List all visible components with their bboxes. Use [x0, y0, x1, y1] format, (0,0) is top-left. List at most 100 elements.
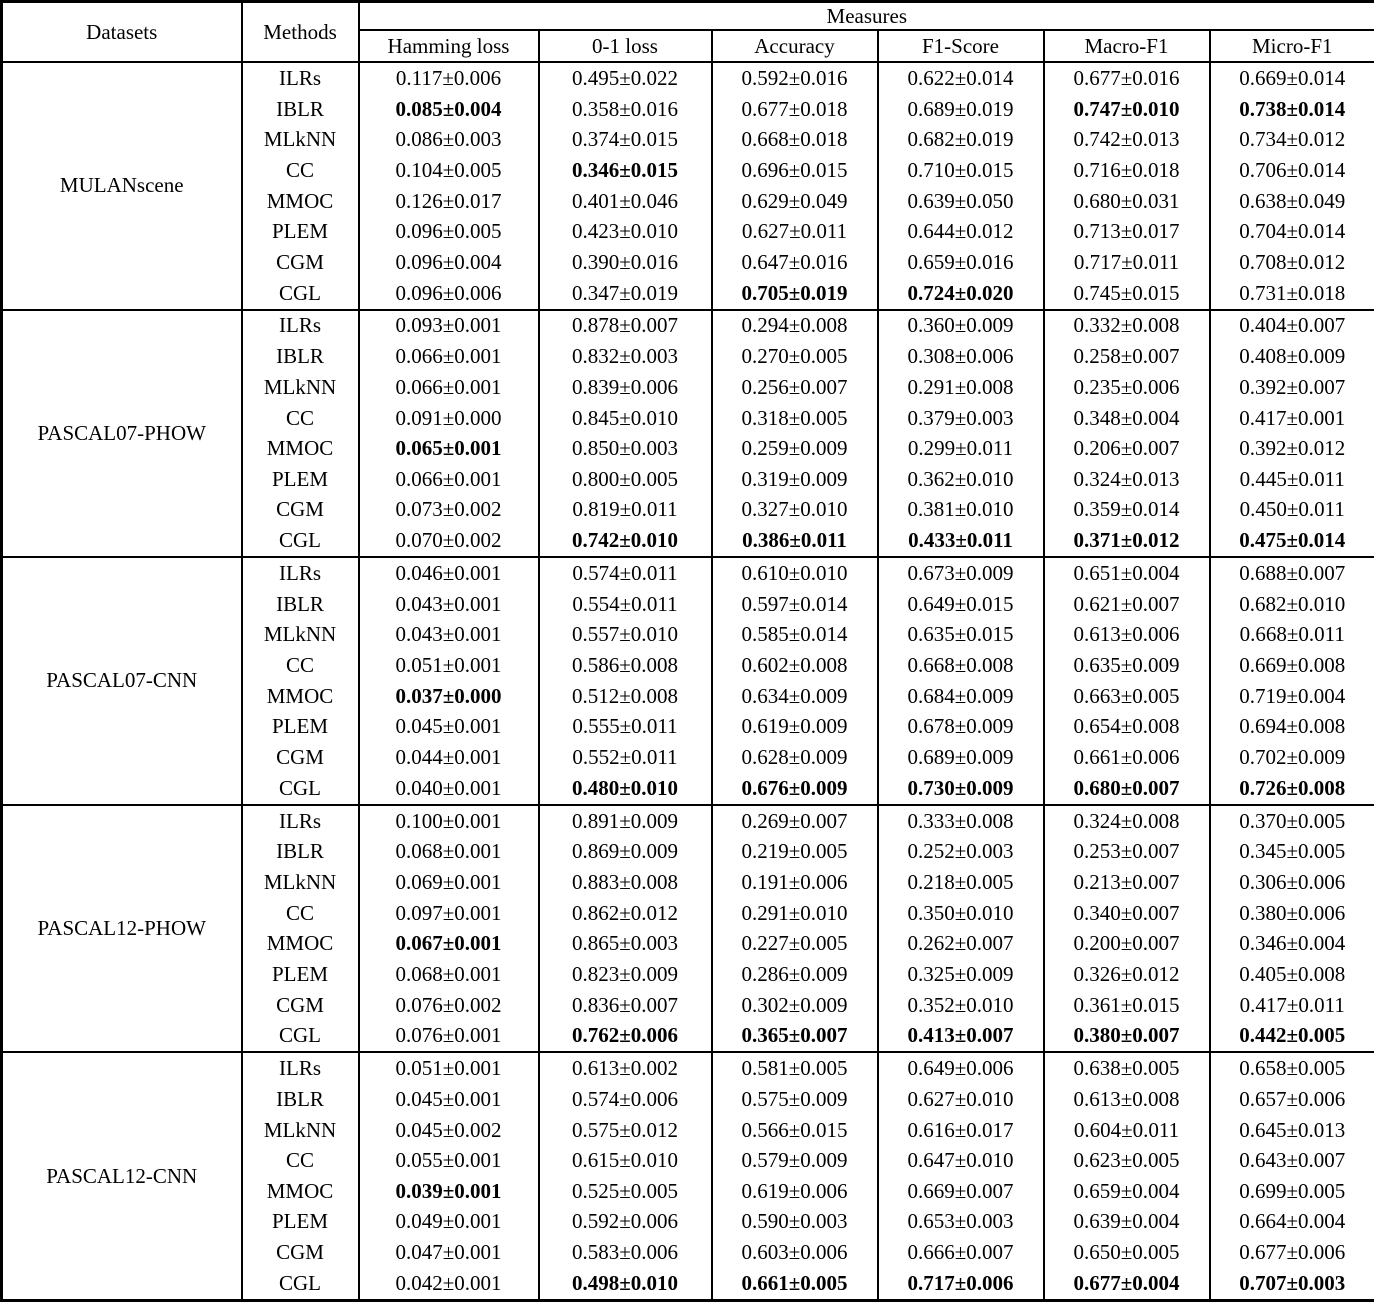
datasets-column-header: Datasets — [0, 1, 243, 63]
value-cell: 0.819±0.011 — [537, 494, 713, 526]
value-cell: 0.253±0.007 — [1042, 836, 1211, 868]
table-row: IBLR 0.043±0.001 0.554±0.011 0.597±0.014 0.6… — [2, 588, 1374, 620]
value-cell: 0.258±0.007 — [1042, 341, 1211, 373]
method-cell: CGM — [240, 1237, 360, 1268]
value-cell: 0.219±0.005 — [710, 836, 879, 868]
table-row: MMOC 0.065±0.001 0.850±0.003 0.259±0.009 0.2… — [2, 433, 1374, 464]
table-row: CC 0.055±0.001 0.615±0.010 0.579±0.009 0.647… — [2, 1145, 1374, 1177]
value-cell: 0.696±0.015 — [710, 155, 879, 186]
value-cell: 0.348±0.004 — [1042, 402, 1211, 434]
value-cell: 0.668±0.008 — [876, 650, 1045, 681]
value-cell: 0.554±0.011 — [537, 588, 713, 620]
value-cell: 0.370±0.005 — [1208, 803, 1374, 837]
value-cell: 0.252±0.003 — [876, 836, 1045, 868]
value-cell: 0.592±0.016 — [710, 61, 879, 94]
method-cell: CGL — [240, 772, 360, 805]
measure-column-header: Hamming loss — [357, 29, 540, 63]
value-cell: 0.325±0.009 — [876, 959, 1045, 990]
value-cell: 0.575±0.012 — [537, 1114, 713, 1146]
value-cell: 0.677±0.004 — [1042, 1267, 1211, 1301]
value-cell: 0.742±0.013 — [1042, 124, 1211, 156]
value-cell: 0.677±0.016 — [1042, 61, 1211, 94]
method-cell: MLkNN — [240, 867, 360, 898]
measure-column-header: 0-1 loss — [537, 29, 713, 63]
value-cell: 0.615±0.010 — [537, 1145, 713, 1177]
value-cell: 0.262±0.007 — [876, 928, 1045, 960]
table-row: PASCAL12-CNN ILRs 0.051±0.001 0.613±0.002 0.… — [0, 1051, 1374, 1301]
method-cell: ILRs — [240, 803, 360, 837]
table-row: MMOC 0.037±0.000 0.512±0.008 0.634±0.009 0.6… — [2, 680, 1374, 712]
value-cell: 0.361±0.015 — [1042, 989, 1211, 1021]
value-cell: 0.345±0.005 — [1208, 836, 1374, 868]
value-cell: 0.392±0.007 — [1208, 372, 1374, 403]
value-cell: 0.590±0.003 — [710, 1206, 879, 1238]
value-cell: 0.358±0.016 — [537, 93, 713, 125]
table-row: PASCAL07-PHOW ILRs 0.093±0.001 0.878±0.007 0… — [0, 308, 1374, 558]
value-cell: 0.299±0.011 — [876, 433, 1045, 464]
value-cell: 0.682±0.019 — [876, 124, 1045, 156]
value-cell: 0.678±0.009 — [876, 711, 1045, 743]
value-cell: 0.051±0.001 — [357, 650, 540, 681]
method-cell: CC — [240, 155, 360, 186]
value-cell: 0.043±0.001 — [357, 619, 540, 651]
value-cell: 0.324±0.013 — [1042, 463, 1211, 495]
value-cell: 0.677±0.018 — [710, 93, 879, 125]
measure-column-header: Macro-F1 — [1042, 29, 1211, 63]
value-cell: 0.308±0.006 — [876, 341, 1045, 373]
value-cell: 0.100±0.001 — [357, 803, 540, 837]
table-row: CGM 0.073±0.002 0.819±0.011 0.327±0.010 0.38… — [2, 494, 1374, 526]
value-cell: 0.256±0.007 — [710, 372, 879, 403]
value-cell: 0.613±0.008 — [1042, 1084, 1211, 1115]
value-cell: 0.579±0.009 — [710, 1145, 879, 1177]
value-cell: 0.350±0.010 — [876, 897, 1045, 929]
value-cell: 0.359±0.014 — [1042, 494, 1211, 526]
value-cell: 0.710±0.015 — [876, 155, 1045, 186]
value-cell: 0.512±0.008 — [537, 680, 713, 712]
table-row: IBLR 0.068±0.001 0.869±0.009 0.219±0.005 0.2… — [2, 836, 1374, 868]
table-row: CGL 0.040±0.001 0.480±0.010 0.676±0.009 0.73… — [2, 772, 1374, 805]
value-cell: 0.688±0.007 — [1208, 556, 1374, 589]
measure-column-header: Accuracy — [710, 29, 879, 63]
value-cell: 0.623±0.005 — [1042, 1145, 1211, 1177]
value-cell: 0.574±0.006 — [537, 1084, 713, 1115]
value-cell: 0.200±0.007 — [1042, 928, 1211, 960]
table-row: MMOC 0.067±0.001 0.865±0.003 0.227±0.005 0.2… — [2, 928, 1374, 960]
table-row: MLkNN 0.066±0.001 0.839±0.006 0.256±0.007 0.… — [2, 372, 1374, 403]
table-row: CGL 0.042±0.001 0.498±0.010 0.661±0.005 0.71… — [2, 1267, 1374, 1301]
table-row: MLkNN 0.069±0.001 0.883±0.008 0.191±0.006 0.… — [2, 867, 1374, 898]
value-cell: 0.442±0.005 — [1208, 1020, 1374, 1053]
value-cell: 0.602±0.008 — [710, 650, 879, 681]
value-cell: 0.650±0.005 — [1042, 1237, 1211, 1268]
value-cell: 0.046±0.001 — [357, 556, 540, 589]
value-cell: 0.676±0.009 — [710, 772, 879, 805]
value-cell: 0.073±0.002 — [357, 494, 540, 526]
method-cell: CGL — [240, 525, 360, 558]
value-cell: 0.689±0.019 — [876, 93, 1045, 125]
value-cell: 0.574±0.011 — [537, 556, 713, 589]
value-cell: 0.762±0.006 — [537, 1020, 713, 1053]
value-cell: 0.583±0.006 — [537, 1237, 713, 1268]
value-cell: 0.585±0.014 — [710, 619, 879, 651]
value-cell: 0.635±0.015 — [876, 619, 1045, 651]
value-cell: 0.047±0.001 — [357, 1237, 540, 1268]
value-cell: 0.627±0.011 — [710, 216, 879, 248]
value-cell: 0.045±0.001 — [357, 711, 540, 743]
value-cell: 0.628±0.009 — [710, 742, 879, 773]
value-cell: 0.731±0.018 — [1208, 277, 1374, 310]
method-cell: PLEM — [240, 959, 360, 990]
value-cell: 0.707±0.003 — [1208, 1267, 1374, 1301]
value-cell: 0.603±0.006 — [710, 1237, 879, 1268]
value-cell: 0.635±0.009 — [1042, 650, 1211, 681]
methods-column-header: Methods — [240, 1, 360, 63]
value-cell: 0.666±0.007 — [876, 1237, 1045, 1268]
value-cell: 0.346±0.004 — [1208, 928, 1374, 960]
method-cell: CC — [240, 650, 360, 681]
value-cell: 0.891±0.009 — [537, 803, 713, 837]
value-cell: 0.661±0.005 — [710, 1267, 879, 1301]
method-cell: CGM — [240, 247, 360, 278]
value-cell: 0.730±0.009 — [876, 772, 1045, 805]
table-row: CGM 0.096±0.004 0.390±0.016 0.647±0.016 0.65… — [2, 247, 1374, 278]
value-cell: 0.445±0.011 — [1208, 463, 1374, 495]
method-cell: IBLR — [240, 93, 360, 125]
